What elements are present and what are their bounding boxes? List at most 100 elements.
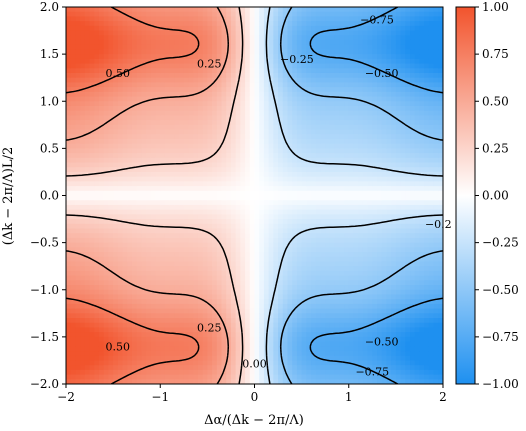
heat-cell (98, 134, 105, 140)
heat-cell (155, 214, 161, 220)
heat-cell (344, 308, 350, 314)
heat-cell (70, 219, 77, 225)
heat-cell (273, 365, 279, 371)
heat-cell (230, 54, 237, 60)
heat-cell (287, 200, 293, 206)
heat-cell (240, 162, 246, 168)
heat-cell (259, 115, 265, 121)
heat-cell (207, 365, 213, 371)
heat-cell (136, 21, 142, 27)
heat-cell (174, 7, 180, 13)
heat-cell (301, 58, 307, 65)
heat-cell (70, 167, 77, 173)
heat-cell (66, 322, 72, 329)
heat-cell (113, 82, 119, 88)
heat-cell (296, 289, 303, 296)
heat-cell (141, 153, 147, 159)
heat-cell (296, 379, 303, 384)
heat-cell (278, 30, 284, 36)
heat-cell (259, 204, 265, 211)
heat-cell (273, 63, 279, 69)
heat-cell (296, 124, 303, 131)
heat-cell (136, 44, 142, 51)
heat-cell (273, 318, 279, 324)
heat-cell (273, 256, 279, 263)
heat-cell (70, 275, 77, 281)
heat-cell (311, 228, 317, 234)
heat-cell (202, 332, 208, 338)
heat-cell (183, 176, 190, 182)
heat-cell (306, 176, 312, 182)
heat-cell (348, 63, 355, 69)
heat-cell (94, 341, 100, 347)
heat-cell (164, 120, 171, 126)
heat-cell (306, 87, 312, 93)
heat-cell (70, 72, 77, 79)
heat-cell (207, 39, 213, 46)
heat-cell (127, 129, 133, 135)
heat-cell (259, 44, 265, 51)
heat-cell (141, 63, 147, 69)
heat-cell (98, 49, 105, 55)
heat-cell (348, 129, 355, 135)
heat-cell (230, 153, 237, 159)
heat-cell (75, 153, 81, 159)
heat-cell (169, 167, 175, 173)
heat-cell (325, 299, 331, 305)
heat-cell (108, 261, 114, 267)
heat-cell (216, 120, 223, 126)
heat-cell (117, 35, 124, 41)
heat-cell (273, 58, 279, 65)
heat-cell (127, 101, 133, 107)
heat-cell (292, 219, 298, 225)
heat-cell (122, 280, 128, 286)
heat-cell (358, 91, 364, 98)
heat-cell (235, 289, 241, 296)
heat-cell (141, 252, 147, 258)
heat-cell (268, 124, 274, 131)
heat-cell (348, 120, 355, 126)
heat-cell (240, 96, 246, 102)
heat-cell (296, 162, 303, 168)
heat-cell (188, 16, 194, 22)
heat-cell (193, 54, 199, 60)
heat-cell (315, 233, 322, 239)
heat-cell (155, 369, 161, 376)
heat-cell (75, 223, 81, 230)
heat-cell (311, 252, 317, 258)
heat-cell (245, 16, 251, 22)
heat-cell (273, 54, 279, 60)
heat-cell (66, 110, 72, 116)
heat-cell (311, 82, 317, 88)
heat-cell (245, 369, 251, 376)
heat-cell (75, 72, 81, 79)
heat-cell (358, 124, 364, 131)
heat-cell (179, 233, 185, 239)
heat-cell (320, 275, 326, 281)
heat-cell (306, 365, 312, 371)
heat-cell (164, 285, 171, 291)
heat-cell (329, 96, 336, 102)
heat-cell (80, 209, 86, 215)
heat-cell (254, 77, 260, 83)
heat-cell (306, 247, 312, 253)
heat-cell (146, 138, 152, 145)
heat-cell (334, 63, 340, 69)
heat-cell (325, 308, 331, 314)
heat-cell (221, 49, 227, 55)
heat-cell (131, 68, 138, 74)
heat-cell (146, 275, 152, 281)
heat-cell (155, 35, 161, 41)
heat-cell (84, 275, 91, 281)
heat-cell (103, 25, 110, 32)
heat-cell (254, 355, 260, 362)
heat-cell (334, 157, 340, 164)
heat-cell (164, 171, 171, 178)
heat-cell (160, 96, 166, 102)
heat-cell (136, 280, 142, 286)
heat-cell (174, 209, 180, 215)
heat-cell (282, 148, 289, 154)
heat-cell (259, 153, 265, 159)
heat-cell (150, 374, 157, 380)
heat-cell (259, 252, 265, 258)
